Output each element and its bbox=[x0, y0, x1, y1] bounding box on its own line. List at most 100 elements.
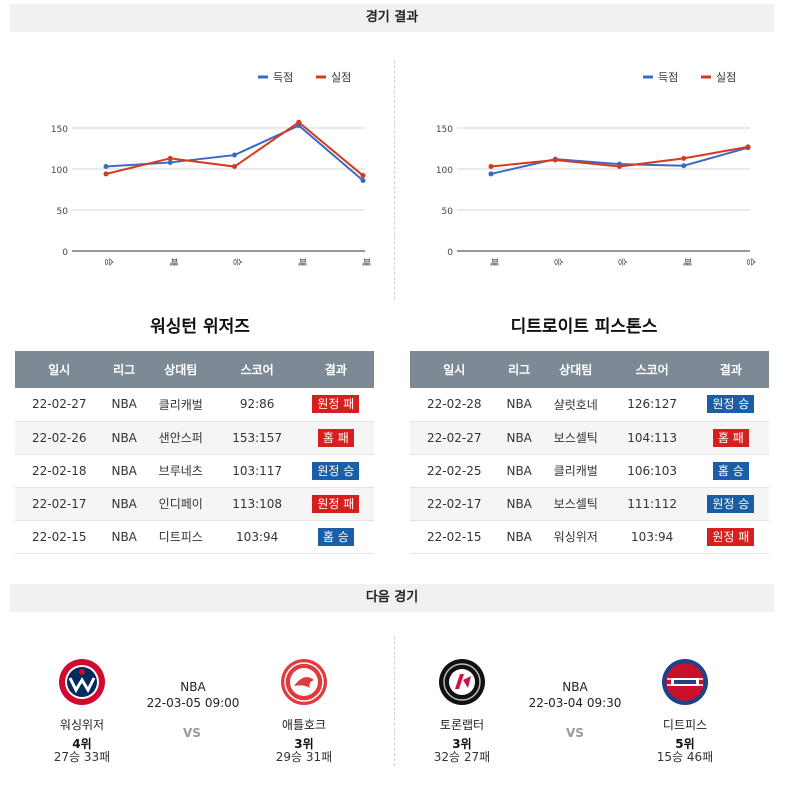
results-divider bbox=[394, 60, 395, 300]
cell-opponent: 샌안스퍼 bbox=[144, 421, 217, 455]
cell-result: 원정 승 bbox=[692, 388, 769, 422]
next-game-1-home-team[interactable]: 워싱위저 4위 27승 33패 bbox=[32, 658, 132, 764]
cell-score: 113:108 bbox=[216, 487, 298, 521]
team-name: 워싱위저 bbox=[59, 718, 105, 732]
team1-score-chart: 득점 실점 0 50 100 150 승 패 승 패 패 bbox=[10, 60, 390, 280]
cell-date: 22-02-27 bbox=[410, 421, 499, 455]
cell-result: 원정 승 bbox=[692, 487, 769, 521]
team-name: 애틀호크 bbox=[281, 718, 327, 732]
pistons-logo-icon bbox=[662, 659, 708, 705]
data-point bbox=[745, 144, 751, 150]
cell-league: NBA bbox=[103, 454, 145, 488]
cell-score: 103:94 bbox=[216, 520, 298, 554]
cell-date: 22-02-18 bbox=[15, 454, 104, 488]
cell-league: NBA bbox=[498, 487, 540, 521]
team2-results-table: 일시 리그 상대팀 스코어 결과 22-02-28 NBA 샬럿호네 126:127 원… bbox=[410, 351, 769, 554]
next-game-card-1[interactable]: 워싱위저 4위 27승 33패 NBA 22-03-05 09:00 VS 애틀… bbox=[0, 640, 385, 790]
cell-result: 홈 승 bbox=[297, 520, 374, 554]
result-badge: 홈 승 bbox=[712, 461, 749, 480]
results-section-header: 경기 결과 bbox=[10, 4, 774, 32]
table-row: 22-02-18 NBA 브루네츠 103:117 원정 승 bbox=[15, 454, 374, 488]
data-point bbox=[681, 155, 687, 161]
team-rank: 3위 bbox=[294, 737, 314, 751]
legend-label: 득점 bbox=[273, 71, 293, 84]
cell-date: 22-02-17 bbox=[15, 487, 104, 521]
table-header-row: 일시 리그 상대팀 스코어 결과 bbox=[15, 351, 374, 388]
team-name: 토론랩터 bbox=[439, 718, 485, 732]
data-point bbox=[552, 157, 558, 163]
team2-score-chart: 득점 실점 0 50 100 150 패 승 승 패 승 bbox=[395, 60, 775, 280]
data-point bbox=[360, 173, 366, 179]
cell-result: 홈 승 bbox=[692, 454, 769, 488]
cell-opponent: 보스셀틱 bbox=[539, 487, 612, 521]
cell-league: NBA bbox=[103, 487, 145, 521]
cell-opponent: 인디페이 bbox=[144, 487, 217, 521]
data-point bbox=[232, 164, 237, 170]
cell-opponent: 디트피스 bbox=[144, 520, 217, 554]
cell-league: NBA bbox=[103, 421, 145, 455]
y-tick-label: 50 bbox=[442, 207, 454, 217]
y-tick-label: 0 bbox=[62, 248, 68, 258]
x-tick-label: 패 bbox=[360, 258, 371, 266]
chart-legend: 득점 실점 bbox=[643, 71, 736, 84]
cell-score: 92:86 bbox=[216, 388, 298, 422]
col-league: 리그 bbox=[103, 351, 145, 388]
x-tick-label: 승 bbox=[745, 258, 756, 266]
x-tick-label: 승 bbox=[617, 258, 628, 266]
data-point bbox=[167, 155, 173, 161]
result-badge: 원정 패 bbox=[312, 395, 360, 414]
cell-date: 22-02-28 bbox=[410, 388, 499, 422]
next-game-2-away-team[interactable]: 디트피스 5위 15승 46패 bbox=[635, 658, 735, 764]
table-row: 22-02-25 NBA 클리캐벌 106:103 홈 승 bbox=[410, 454, 769, 488]
result-badge: 홈 패 bbox=[712, 428, 749, 447]
cell-league: NBA bbox=[103, 520, 145, 554]
cell-date: 22-02-25 bbox=[410, 454, 499, 488]
team-record: 32승 27패 bbox=[433, 750, 491, 764]
legend-label: 실점 bbox=[716, 71, 736, 84]
table-row: 22-02-17 NBA 인디페이 113:108 원정 패 bbox=[15, 487, 374, 521]
next-game-2-info: NBA 22-03-04 09:30 bbox=[515, 680, 635, 710]
vs-label: VS bbox=[566, 726, 584, 740]
team-record: 27승 33패 bbox=[53, 750, 111, 764]
cell-score: 126:127 bbox=[611, 388, 693, 422]
table-row: 22-02-26 NBA 샌안스퍼 153:157 홈 패 bbox=[15, 421, 374, 455]
game-datetime: 22-03-05 09:00 bbox=[146, 696, 240, 710]
cell-date: 22-02-15 bbox=[15, 520, 104, 554]
table-row: 22-02-27 NBA 클리캐벌 92:86 원정 패 bbox=[15, 388, 374, 422]
raptors-logo-icon bbox=[439, 659, 485, 705]
x-tick-label: 패 bbox=[488, 258, 499, 266]
y-tick-label: 0 bbox=[447, 248, 453, 258]
x-tick-label: 패 bbox=[681, 258, 692, 266]
team1-results-table: 일시 리그 상대팀 스코어 결과 22-02-27 NBA 클리캐벌 92:86 원정 … bbox=[15, 351, 374, 554]
team-record: 15승 46패 bbox=[656, 750, 714, 764]
table-row: 22-02-17 NBA 보스셀틱 111:112 원정 승 bbox=[410, 487, 769, 521]
cell-score: 103:94 bbox=[611, 520, 693, 554]
x-tick-label: 패 bbox=[167, 258, 178, 266]
col-score: 스코어 bbox=[216, 351, 298, 388]
next-game-2-home-team[interactable]: 토론랩터 3위 32승 27패 bbox=[412, 658, 512, 764]
next-game-1-info: NBA 22-03-05 09:00 bbox=[133, 680, 253, 710]
cell-opponent: 보스셀틱 bbox=[539, 421, 612, 455]
result-badge: 홈 승 bbox=[317, 527, 354, 546]
data-point bbox=[681, 163, 687, 169]
cell-score: 153:157 bbox=[216, 421, 298, 455]
game-league: NBA bbox=[180, 680, 206, 694]
cell-date: 22-02-17 bbox=[410, 487, 499, 521]
col-score: 스코어 bbox=[611, 351, 693, 388]
hawks-logo-icon bbox=[281, 659, 327, 705]
next-game-1-away-team[interactable]: 애틀호크 3위 29승 31패 bbox=[254, 658, 354, 764]
cell-opponent: 워싱위저 bbox=[539, 520, 612, 554]
cell-league: NBA bbox=[498, 421, 540, 455]
x-tick-label: 패 bbox=[296, 258, 307, 266]
cell-score: 103:117 bbox=[216, 454, 298, 488]
table-row: 22-02-15 NBA 워싱위저 103:94 원정 패 bbox=[410, 520, 769, 554]
x-tick-label: 승 bbox=[552, 258, 563, 266]
next-game-card-2[interactable]: 토론랩터 3위 32승 27패 NBA 22-03-04 09:30 VS 디트… bbox=[395, 640, 780, 790]
team-name: 디트피스 bbox=[662, 718, 708, 732]
col-date: 일시 bbox=[15, 351, 104, 388]
x-tick-label: 승 bbox=[232, 258, 243, 266]
legend-label: 득점 bbox=[658, 71, 678, 84]
table-row: 22-02-27 NBA 보스셀틱 104:113 홈 패 bbox=[410, 421, 769, 455]
col-result: 결과 bbox=[297, 351, 374, 388]
data-point bbox=[360, 177, 366, 183]
